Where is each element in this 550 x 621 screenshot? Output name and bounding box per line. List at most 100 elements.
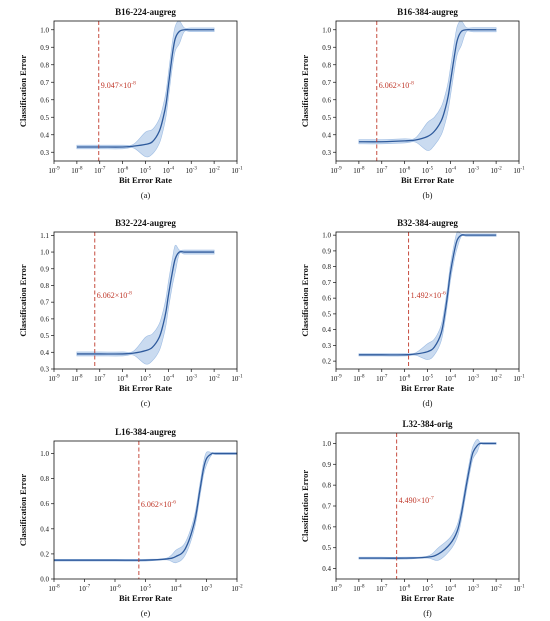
x-tick-label: 10-4 bbox=[445, 585, 457, 594]
threshold-label: 4.490×10-7 bbox=[399, 496, 434, 506]
y-tick-label: 0.2 bbox=[322, 358, 331, 366]
confidence-band bbox=[358, 231, 497, 360]
y-tick-label: 1.0 bbox=[322, 26, 331, 34]
x-tick-label: 10-2 bbox=[209, 167, 221, 176]
y-tick-label: 0.8 bbox=[322, 482, 331, 490]
y-tick-label: 1.0 bbox=[40, 26, 49, 34]
x-axis-label: Bit Error Rate bbox=[401, 383, 454, 393]
panel-caption: (f) bbox=[423, 608, 432, 618]
x-tick-label: 10-8 bbox=[71, 375, 83, 384]
y-tick-label: 0.4 bbox=[322, 326, 331, 334]
y-tick-label: 1.0 bbox=[322, 440, 331, 448]
x-tick-label: 10-9 bbox=[330, 375, 342, 384]
x-tick-label: 10-2 bbox=[491, 167, 503, 176]
threshold-label: 6.062×10-8 bbox=[97, 290, 132, 300]
x-tick-label: 10-6 bbox=[117, 167, 129, 176]
chart-panel: L16-384-augreg 6.062×10-6 10-8 10-7 10-6 10-5… bbox=[18, 427, 243, 618]
y-tick-label: 0.6 bbox=[322, 295, 331, 303]
y-tick-label: 0.9 bbox=[322, 247, 331, 255]
x-tick-label: 10-8 bbox=[353, 375, 365, 384]
series-line bbox=[76, 250, 215, 355]
x-tick-label: 10-7 bbox=[376, 375, 388, 384]
y-tick-label: 0.3 bbox=[322, 149, 331, 157]
x-tick-label: 10-1 bbox=[231, 167, 243, 176]
y-tick-label: 0.8 bbox=[40, 475, 49, 483]
x-tick-label: 10-4 bbox=[170, 585, 182, 594]
x-tick-label: 10-8 bbox=[353, 585, 365, 594]
y-tick-label: 0.9 bbox=[40, 44, 49, 52]
x-axis-label: Bit Error Rate bbox=[401, 175, 454, 185]
x-tick-label: 10-6 bbox=[117, 375, 129, 384]
x-tick-label: 10-6 bbox=[399, 167, 411, 176]
x-tick-label: 10-6 bbox=[399, 585, 411, 594]
x-tick-label: 10-6 bbox=[399, 375, 411, 384]
x-tick-label: 10-2 bbox=[491, 375, 503, 384]
x-tick-label: 10-7 bbox=[94, 375, 106, 384]
x-tick-label: 10-9 bbox=[48, 375, 60, 384]
x-tick-label: 10-6 bbox=[109, 585, 121, 594]
panel-caption: (b) bbox=[423, 190, 433, 200]
x-tick-label: 10-2 bbox=[231, 585, 243, 594]
y-tick-label: 0.0 bbox=[40, 576, 49, 584]
x-tick-label: 10-1 bbox=[513, 167, 525, 176]
x-tick-label: 10-9 bbox=[330, 585, 342, 594]
x-tick-label: 10-1 bbox=[513, 585, 525, 594]
y-tick-label: 0.3 bbox=[322, 342, 331, 350]
chart-title: B32-224-augreg bbox=[115, 218, 176, 228]
x-tick-label: 10-3 bbox=[468, 167, 480, 176]
chart-panel: L32-384-orig 4.490×10-7 10-9 10-8 10-7 10-6 10… bbox=[300, 419, 525, 618]
y-axis-label: Classification Error bbox=[300, 470, 310, 543]
y-tick-label: 0.9 bbox=[322, 461, 331, 469]
x-tick-label: 10-7 bbox=[376, 167, 388, 176]
x-tick-label: 10-5 bbox=[422, 167, 434, 176]
x-tick-label: 10-1 bbox=[231, 375, 243, 384]
x-tick-label: 10-3 bbox=[468, 585, 480, 594]
x-tick-label: 10-5 bbox=[422, 375, 434, 384]
panel-caption: (d) bbox=[423, 398, 433, 408]
y-tick-label: 0.7 bbox=[40, 79, 49, 87]
chart-title: L32-384-orig bbox=[403, 419, 453, 429]
series-line bbox=[358, 442, 497, 559]
x-tick-label: 10-5 bbox=[140, 167, 152, 176]
series-line bbox=[358, 28, 497, 143]
panel-caption: (a) bbox=[141, 190, 151, 200]
x-tick-label: 10-2 bbox=[491, 585, 503, 594]
threshold-label: 6.062×10-6 bbox=[141, 500, 176, 510]
y-tick-label: 0.8 bbox=[322, 263, 331, 271]
chart-title: L16-384-augreg bbox=[115, 427, 176, 437]
y-axis-label: Classification Error bbox=[300, 264, 310, 337]
chart-panel: B32-224-augreg 6.062×10-8 10-9 10-8 10-7 10-6… bbox=[18, 218, 243, 408]
y-axis-label: Classification Error bbox=[18, 474, 28, 547]
y-tick-label: 0.9 bbox=[40, 265, 49, 273]
threshold-label: 6.062×10-8 bbox=[379, 81, 414, 91]
y-tick-label: 1.0 bbox=[40, 450, 49, 458]
x-tick-label: 10-3 bbox=[186, 375, 198, 384]
x-axis-label: Bit Error Rate bbox=[401, 593, 454, 603]
x-tick-label: 10-8 bbox=[353, 167, 365, 176]
confidence-band bbox=[76, 244, 215, 365]
chart-title: B16-384-augreg bbox=[397, 7, 458, 17]
x-tick-label: 10-2 bbox=[209, 375, 221, 384]
y-axis-label: Classification Error bbox=[18, 264, 28, 337]
x-tick-label: 10-8 bbox=[48, 585, 60, 594]
y-tick-label: 0.2 bbox=[40, 550, 49, 558]
y-tick-label: 0.3 bbox=[40, 366, 49, 374]
x-tick-label: 10-7 bbox=[94, 167, 106, 176]
threshold-label: 1.492×10-6 bbox=[411, 290, 446, 300]
y-axis-label: Classification Error bbox=[300, 55, 310, 128]
y-tick-label: 0.6 bbox=[322, 523, 331, 531]
y-tick-label: 0.5 bbox=[40, 114, 49, 122]
y-axis-label: Classification Error bbox=[18, 55, 28, 128]
y-tick-label: 0.4 bbox=[322, 131, 331, 139]
confidence-band bbox=[76, 20, 215, 158]
y-tick-label: 1.0 bbox=[322, 232, 331, 240]
chart-title: B32-384-augreg bbox=[397, 218, 458, 228]
y-tick-label: 0.5 bbox=[40, 332, 49, 340]
x-tick-label: 10-7 bbox=[79, 585, 91, 594]
y-tick-label: 0.7 bbox=[322, 503, 331, 511]
x-tick-label: 10-7 bbox=[376, 585, 388, 594]
y-tick-label: 0.5 bbox=[322, 114, 331, 122]
x-tick-label: 10-3 bbox=[201, 585, 213, 594]
x-tick-label: 10-3 bbox=[186, 167, 198, 176]
chart-panel: B32-384-augreg 1.492×10-6 10-9 10-8 10-7 10-6… bbox=[300, 218, 525, 408]
